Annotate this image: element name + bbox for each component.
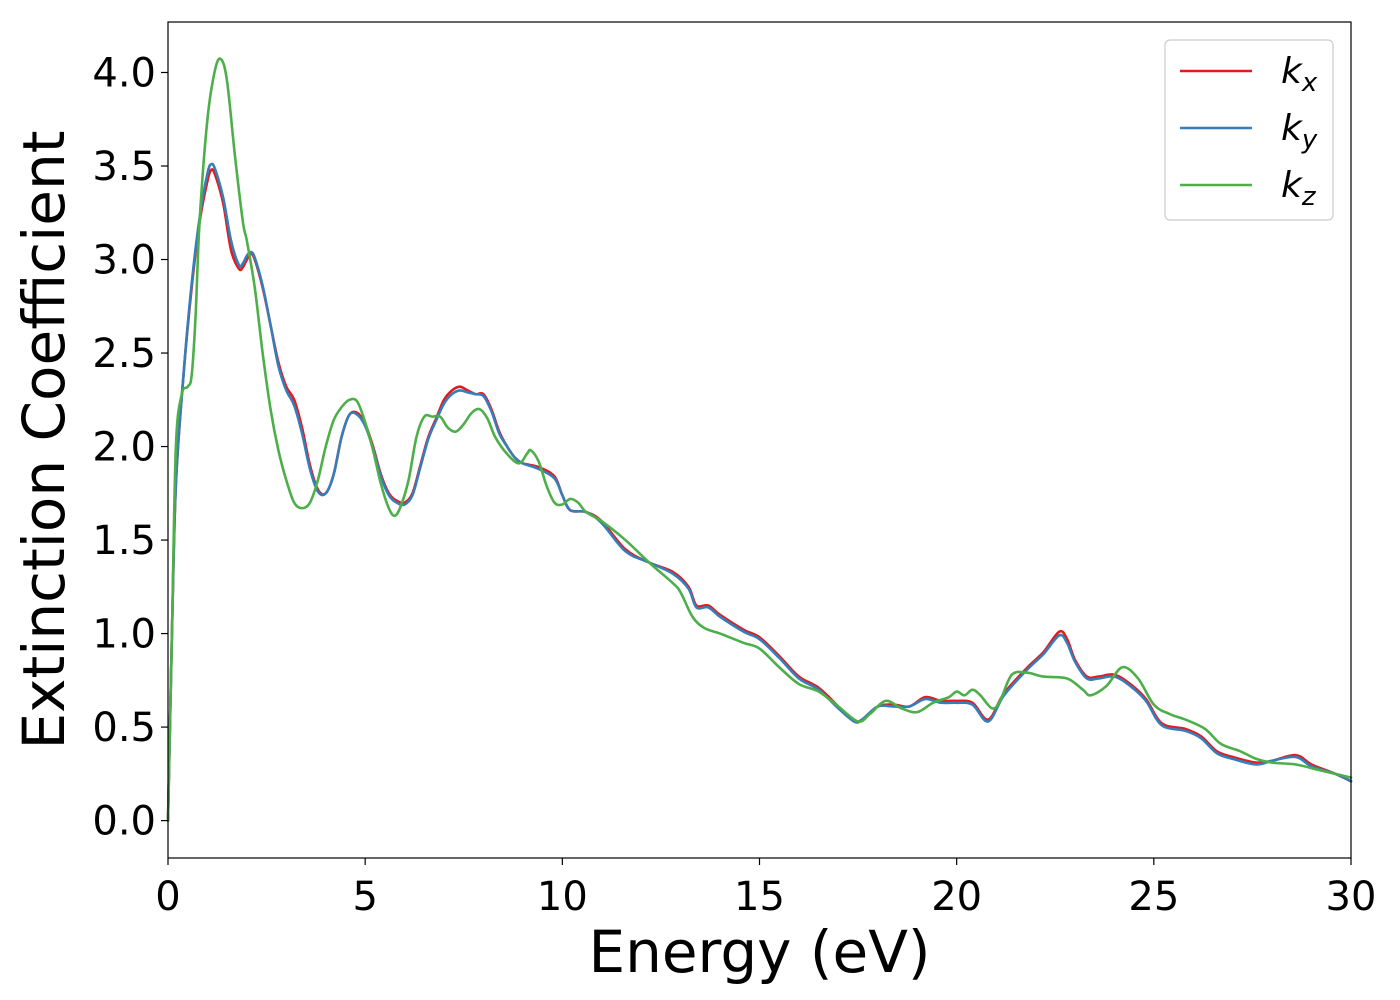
- x-tick-label: 15: [734, 874, 785, 920]
- x-axis: 0 5 10 15 20 25 30: [155, 858, 1376, 920]
- series-line-ky: [166, 162, 1353, 822]
- y-tick-label: 1.5: [92, 518, 156, 564]
- x-tick-label: 20: [931, 874, 982, 920]
- y-tick-label: 3.0: [92, 238, 156, 284]
- x-tick-label: 5: [352, 874, 377, 920]
- x-tick-label: 25: [1128, 874, 1179, 920]
- series-layer: [166, 57, 1353, 822]
- plot-background: [168, 22, 1351, 858]
- x-axis-title: Energy (eV): [588, 918, 930, 986]
- legend-label-kz: kz: [1281, 165, 1317, 212]
- x-tick-label: 10: [537, 874, 588, 920]
- legend-label-kx: kx: [1281, 51, 1318, 98]
- x-tick-label: 30: [1326, 874, 1377, 920]
- y-tick-label: 2.5: [92, 331, 156, 377]
- y-axis-title: Extinction Coefficient: [10, 131, 78, 750]
- y-tick-label: 0.0: [92, 799, 156, 845]
- legend-label-ky: ky: [1281, 108, 1318, 155]
- y-tick-label: 3.5: [92, 144, 156, 190]
- legend-box: [1164, 39, 1334, 221]
- y-tick-label: 0.5: [92, 705, 156, 751]
- y-tick-label: 4.0: [92, 50, 156, 96]
- y-tick-label: 2.0: [92, 425, 156, 471]
- y-tick-label: 1.0: [92, 612, 156, 658]
- y-axis: 0.0 0.5 1.0 1.5 2.0 2.5 3.0 3.5 4.0: [92, 50, 168, 845]
- legend: kx ky kz: [1164, 39, 1334, 221]
- series-line-kz: [166, 57, 1353, 822]
- x-tick-label: 0: [155, 874, 180, 920]
